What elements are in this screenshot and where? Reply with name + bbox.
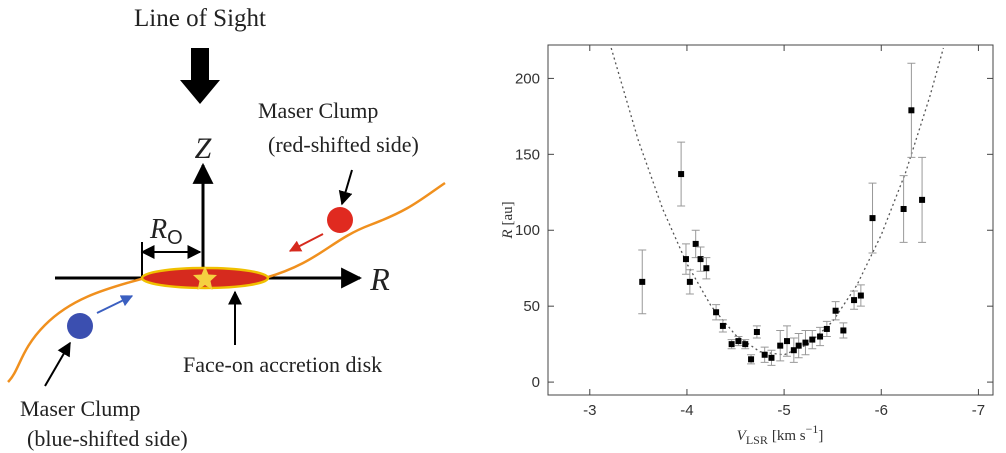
fit-curve bbox=[610, 47, 945, 356]
point bbox=[784, 338, 791, 345]
orbit-right bbox=[264, 181, 446, 280]
y-tick-label: 200 bbox=[515, 70, 540, 87]
point bbox=[639, 278, 646, 285]
blue-clump-title: Maser Clump bbox=[20, 396, 140, 421]
x-tick-label: -7 bbox=[972, 402, 985, 419]
point bbox=[735, 338, 742, 345]
blue-clump-note: (blue-shifted side) bbox=[27, 426, 188, 451]
point bbox=[869, 215, 876, 222]
z-label: Z bbox=[195, 132, 212, 165]
point bbox=[678, 171, 685, 178]
point bbox=[686, 278, 693, 285]
point bbox=[697, 256, 704, 263]
r0-symbol: R bbox=[149, 214, 167, 245]
r0-label: RO bbox=[149, 214, 183, 249]
diagram: Line of Sight Z R RO Maser Clump (red-sh… bbox=[7, 5, 446, 451]
x-tick-label: -4 bbox=[680, 402, 693, 419]
point bbox=[748, 356, 755, 363]
x-tick-label: -6 bbox=[875, 402, 888, 419]
point bbox=[761, 351, 768, 358]
point bbox=[790, 347, 797, 354]
point bbox=[692, 240, 699, 247]
sight-arrow bbox=[180, 48, 220, 104]
point bbox=[742, 341, 749, 348]
y-tick-label: 100 bbox=[515, 222, 540, 239]
y-label-unit: [au] bbox=[500, 201, 516, 225]
y-tick-label: 150 bbox=[515, 146, 540, 163]
x-axis-label: VLSR [km s−1] bbox=[737, 422, 824, 447]
x-label-close: ] bbox=[818, 428, 823, 444]
point bbox=[817, 333, 824, 340]
star bbox=[193, 266, 217, 290]
x-label-exponent: −1 bbox=[806, 422, 819, 436]
point bbox=[768, 354, 775, 361]
point bbox=[809, 336, 816, 343]
point bbox=[823, 325, 830, 332]
blue-clump bbox=[67, 313, 93, 339]
chart: VLSR [km s−1] R [au] 0 50 100 150 200 -3 -4 -5 -6 -… bbox=[500, 44, 994, 447]
red-clump bbox=[327, 207, 353, 233]
point bbox=[728, 341, 735, 348]
red-clump-note: (red-shifted side) bbox=[268, 132, 419, 157]
point bbox=[753, 328, 760, 335]
x-label-symbol: V bbox=[737, 428, 748, 444]
point bbox=[795, 342, 802, 349]
r0-subscript: O bbox=[167, 227, 183, 249]
r-label: R bbox=[369, 261, 390, 297]
point bbox=[857, 292, 864, 299]
y-label-symbol: R bbox=[500, 229, 516, 239]
point bbox=[777, 342, 784, 349]
red-clump-title: Maser Clump bbox=[258, 98, 378, 123]
x-tick-label: -3 bbox=[583, 402, 596, 419]
point bbox=[703, 265, 710, 272]
red-motion-arrow bbox=[288, 233, 324, 252]
orbit-left bbox=[7, 276, 146, 383]
y-tick-label: 0 bbox=[532, 374, 540, 391]
x-label-unit: [km s bbox=[772, 428, 806, 444]
point bbox=[832, 307, 839, 314]
point bbox=[719, 322, 726, 329]
point bbox=[713, 309, 720, 316]
plot-frame bbox=[547, 44, 994, 396]
y-axis-label: R [au] bbox=[500, 201, 516, 239]
point bbox=[919, 196, 926, 203]
point bbox=[908, 107, 915, 114]
point bbox=[682, 256, 689, 263]
point bbox=[851, 297, 858, 304]
disk-label: Face-on accretion disk bbox=[183, 352, 382, 377]
line-of-sight: Line of Sight bbox=[134, 5, 266, 32]
x-label-subscript: LSR bbox=[746, 433, 768, 447]
x-tick-label: -5 bbox=[777, 402, 790, 419]
point bbox=[802, 339, 809, 346]
point bbox=[900, 205, 907, 212]
blue-motion-arrow bbox=[96, 295, 134, 314]
y-tick-label: 50 bbox=[523, 298, 540, 315]
red-clump-pointer bbox=[338, 169, 353, 206]
blue-clump-pointer bbox=[44, 341, 71, 387]
point bbox=[840, 327, 847, 334]
